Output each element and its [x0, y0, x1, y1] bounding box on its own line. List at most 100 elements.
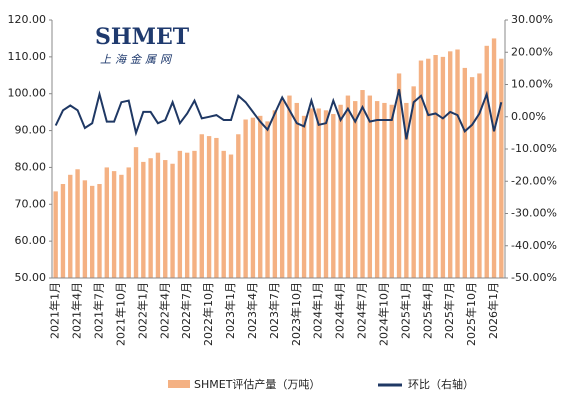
- bar: [301, 115, 307, 278]
- x-tick-label: 2023年4月: [245, 282, 259, 339]
- y-tick-label: 50.00: [15, 271, 47, 284]
- bar: [433, 55, 438, 279]
- bar: [111, 171, 117, 278]
- y-tick-label: 70.00: [15, 197, 47, 210]
- bar: [484, 45, 489, 278]
- bar: [448, 51, 453, 279]
- y2-tick-label: -50.00%: [511, 271, 557, 284]
- y2-tick-label: -40.00%: [511, 239, 557, 252]
- bar: [360, 90, 365, 279]
- bar: [68, 174, 73, 278]
- bar: [53, 191, 58, 278]
- x-tick-label: 2022年1月: [135, 282, 149, 339]
- x-tick-label: 2021年7月: [91, 282, 105, 339]
- bar: [148, 158, 153, 278]
- bar: [141, 161, 146, 278]
- bar: [440, 56, 446, 278]
- bar: [411, 86, 416, 278]
- bar: [250, 117, 256, 279]
- bar: [455, 49, 460, 278]
- bar: [89, 185, 95, 278]
- bar: [236, 134, 241, 278]
- line: [54, 89, 503, 140]
- y2-tick-label: 10.00%: [511, 78, 553, 91]
- bar: [97, 184, 102, 278]
- bar: [338, 104, 343, 279]
- y-tick-label: 90.00: [15, 124, 47, 137]
- x-tick-label: 2025年4月: [420, 282, 434, 339]
- y-tick-label: 110.00: [8, 50, 47, 63]
- bar: [82, 180, 88, 278]
- x-tick-label: 2024年1月: [311, 282, 325, 339]
- legend-label: SHMET评估产量（万吨）: [194, 377, 320, 391]
- bar: [60, 184, 66, 278]
- bar: [469, 77, 475, 278]
- x-tick-label: 2024年7月: [355, 282, 369, 339]
- bar: [170, 163, 175, 278]
- y-tick-label: 60.00: [15, 234, 47, 247]
- bar: [323, 110, 329, 278]
- y2-tick-label: 0.00%: [511, 110, 546, 123]
- bar: [243, 119, 248, 278]
- bar: [199, 134, 204, 278]
- legend-label: 环比（右轴）: [408, 377, 474, 391]
- bar: [316, 108, 321, 278]
- bar: [294, 102, 299, 278]
- bar: [119, 174, 124, 278]
- bar: [206, 136, 212, 278]
- y-tick-label: 120.00: [8, 13, 47, 26]
- bar: [477, 73, 482, 278]
- bar: [462, 67, 468, 279]
- bar: [228, 154, 234, 278]
- bar: [258, 115, 263, 278]
- bar: [374, 101, 380, 278]
- bar: [272, 110, 278, 278]
- bar: [331, 113, 336, 278]
- bar: [309, 108, 314, 278]
- bar: [499, 58, 504, 279]
- bar: [163, 160, 168, 278]
- bar: [177, 150, 183, 278]
- bar: [104, 167, 109, 278]
- bar: [184, 152, 190, 278]
- x-tick-label: 2026年1月: [486, 282, 500, 339]
- bar: [353, 101, 358, 278]
- bar: [287, 95, 292, 278]
- x-tick-label: 2025年1月: [398, 282, 412, 339]
- x-tick-label: 2024年10月: [376, 282, 390, 346]
- bar: [345, 95, 351, 278]
- x-tick-label: 2022年4月: [157, 282, 171, 339]
- bar: [382, 102, 387, 278]
- x-tick-label: 2022年7月: [179, 282, 193, 339]
- y2-tick-label: -10.00%: [511, 142, 557, 155]
- bar: [491, 38, 497, 278]
- x-tick-label: 2022年10月: [201, 282, 215, 346]
- x-tick-label: 2021年4月: [70, 282, 84, 339]
- y2-tick-label: -20.00%: [511, 174, 557, 187]
- bar: [221, 150, 226, 278]
- bar: [279, 99, 285, 278]
- logo-subtitle: 上海金属网: [100, 53, 175, 66]
- bar: [214, 137, 219, 278]
- bar: [426, 58, 431, 279]
- bar: [418, 60, 424, 278]
- y2-tick-label: 20.00%: [511, 45, 553, 58]
- bar: [389, 104, 394, 279]
- legend-swatch: [168, 380, 190, 388]
- bar: [404, 102, 409, 278]
- logo: SHMET: [95, 24, 190, 50]
- y2-tick-label: 30.00%: [511, 13, 553, 26]
- x-tick-label: 2025年10月: [464, 282, 478, 346]
- bar: [155, 152, 161, 278]
- bar: [265, 121, 270, 278]
- bar: [396, 73, 402, 278]
- x-tick-label: 2025年7月: [442, 282, 456, 339]
- y2-tick-label: -30.00%: [511, 207, 557, 220]
- bar: [75, 169, 80, 278]
- x-tick-label: 2023年7月: [267, 282, 281, 339]
- bar: [192, 150, 197, 278]
- x-tick-label: 2021年1月: [48, 282, 62, 339]
- y-tick-label: 100.00: [8, 87, 47, 100]
- x-tick-label: 2023年10月: [289, 282, 303, 346]
